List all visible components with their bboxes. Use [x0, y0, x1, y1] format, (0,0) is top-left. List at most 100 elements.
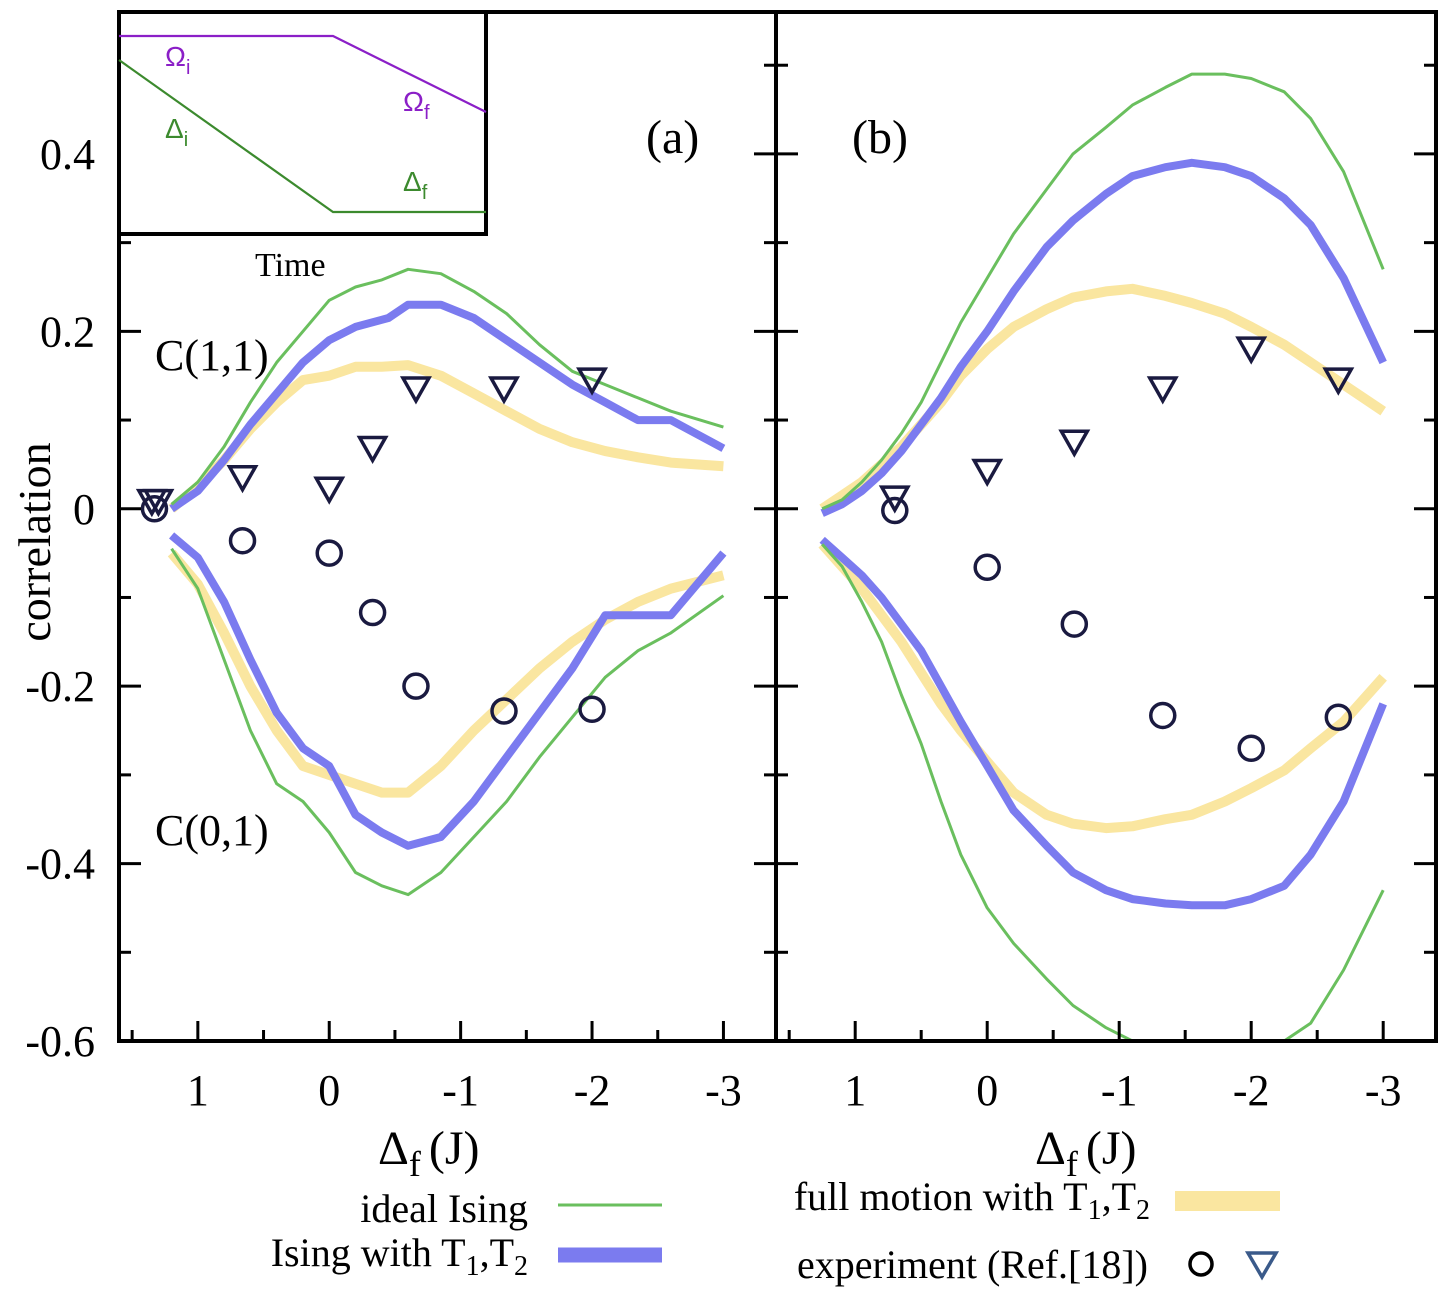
- panel-b-x-tick-label: -1: [1101, 1066, 1138, 1115]
- inset-omega-f-symbol: Ω: [403, 86, 424, 117]
- x-axis-label-a-unit: (J): [429, 1122, 480, 1175]
- panel-b-experiment-triangle-point: [1322, 367, 1355, 396]
- inset-omega-f-label: Ωf: [403, 86, 430, 124]
- inset-delta-i-symbol: Δ: [165, 113, 184, 144]
- panel-b-experiment-circle-point: [973, 553, 1001, 582]
- legend-full-motion-sub1: 1: [1088, 1195, 1102, 1226]
- panel-b-experiment-triangle-point: [1235, 336, 1268, 365]
- panel-b-experiment-triangle-point: [971, 458, 1004, 488]
- panel-b-x-tick-label: -3: [1365, 1066, 1402, 1115]
- inset-omega-line: [119, 34, 487, 113]
- y-tick-label: -0.6: [25, 1017, 95, 1066]
- panel-a-letter: (a): [646, 111, 699, 164]
- panel-b-letter: (b): [852, 111, 908, 164]
- panel-b-experiment-triangle-point: [1146, 376, 1179, 405]
- panel-a-experiment-circle-point: [228, 526, 257, 555]
- y-tick-label: 0.2: [40, 307, 95, 356]
- panel-a-line-full-motion-with-t1-t2-c-1-1: [168, 360, 724, 513]
- inset-omega-i-sub: i: [186, 57, 190, 79]
- protocol-inset: Ωi Ωf Δi Δf Time: [117, 10, 488, 284]
- panel-a-experiment-circle-point: [140, 495, 169, 523]
- panel-a-experiment-triangle-point: [226, 464, 259, 494]
- legend-full-motion-label: full motion with T1,T2: [794, 1174, 1150, 1226]
- panel-a-x-tick-label: -2: [574, 1066, 611, 1115]
- panel-a-experiment-circle-point: [402, 672, 430, 700]
- panel-a-x-tick-label: -3: [705, 1066, 742, 1115]
- panel-b-x-tick-label: -2: [1233, 1066, 1270, 1115]
- panel-b-experiment-circle-point: [881, 496, 909, 525]
- panel-b-experiment-triangle-point: [1058, 429, 1091, 458]
- y-tick-label: -0.2: [25, 662, 95, 711]
- panel-b-line-full-motion-with-t1-t2-c-0-1: [818, 540, 1387, 834]
- panel-a-experiment-triangle-point: [356, 435, 389, 464]
- y-axis-label: correlation: [9, 442, 60, 641]
- panel-a-experiment-circle-point: [490, 697, 518, 725]
- legend-ising-t-text: Ising with T: [271, 1230, 466, 1275]
- panel-b-experiment-circle-point: [1237, 734, 1265, 763]
- legend-experiment-triangle-marker: [1244, 1251, 1280, 1281]
- panel-a-experiment-circle-point: [578, 695, 606, 723]
- panel-a-experiment-circle-point: [315, 539, 343, 567]
- panel-a-line-ising-with-t1-t2-c-0-1: [169, 532, 727, 850]
- legend-experiment-label: experiment (Ref.[18]): [797, 1242, 1148, 1287]
- panel-b-x-tick-label: 1: [844, 1066, 866, 1115]
- y-tick-label: 0.4: [40, 130, 95, 179]
- inset-omega-f-sub: f: [424, 102, 430, 124]
- x-axis-label-a-sub: f: [409, 1144, 421, 1184]
- x-axis-label-a: Δf (J): [378, 1122, 480, 1184]
- legend-experiment-circle-marker: [1188, 1251, 1214, 1277]
- inset-delta-i-label: Δi: [165, 113, 188, 151]
- legend-ideal-label: ideal Ising: [360, 1186, 528, 1231]
- legend-full-motion-text: full motion with T: [794, 1174, 1088, 1219]
- panel-a-experiment-triangle-point: [313, 476, 346, 505]
- x-axis-label-b: Δf (J): [1035, 1122, 1137, 1184]
- panel-a-x-tick-label: 1: [187, 1066, 209, 1115]
- x-axis-label-b-sub: f: [1066, 1144, 1078, 1184]
- panel-a-experiment-triangle-point: [576, 367, 609, 396]
- legend-ising-t-label: Ising with T1,T2: [271, 1230, 528, 1282]
- legend-full-motion-comma: ,T: [1102, 1174, 1136, 1219]
- inset-delta-f-label: Δf: [403, 166, 428, 204]
- annotation-c01: C(0,1): [155, 806, 269, 855]
- panel-b-frame: [774, 10, 1438, 1043]
- inset-delta-f-symbol: Δ: [403, 166, 422, 197]
- panel-a-experiment-circle-point: [358, 598, 387, 627]
- panel-b-line-ideal-ising-c-1-1: [821, 72, 1385, 511]
- inset-delta-line: [118, 59, 486, 214]
- legend-ising-t-sub2: 2: [514, 1251, 528, 1282]
- panel-b-plot-area: [818, 72, 1387, 1041]
- legend-ising-t-comma: ,T: [480, 1230, 514, 1275]
- y-tick-label: 0: [73, 485, 95, 534]
- x-axis-label-b-unit: (J): [1086, 1122, 1137, 1175]
- panel-b-line-full-motion-with-t1-t2-c-1-1: [819, 283, 1386, 513]
- panel-a-experiment-triangle-point: [399, 376, 432, 405]
- panel-a: 1 0 -1 -2 -3 0.4 0.2 0 -0.2 -0.4 -0.6 (a): [25, 10, 778, 1115]
- panel-b-data-layer: 1 0 -1 -2 -3 (b): [774, 10, 1438, 1115]
- panel-a-x-tick-label: -1: [442, 1066, 479, 1115]
- panel-a-experiment-triangle-point: [488, 376, 521, 405]
- x-axis-label-a-symbol: Δ: [378, 1122, 409, 1175]
- panel-a-data-layer: 1 0 -1 -2 -3 0.4 0.2 0 -0.2 -0.4 -0.6 (a): [25, 10, 778, 1115]
- panel-a-line-ising-with-t1-t2-c-1-1: [169, 300, 726, 513]
- panel-b-experiment-circle-point: [1324, 703, 1353, 731]
- panel-b-x-tick-label: 0: [976, 1066, 998, 1115]
- legend-ising-t-sub1: 1: [466, 1251, 480, 1282]
- panel-b: 1 0 -1 -2 -3 (b): [774, 10, 1438, 1115]
- inset-delta-f-sub: f: [422, 182, 428, 204]
- annotation-c11: C(1,1): [155, 331, 269, 380]
- inset-delta-i-sub: i: [184, 129, 188, 151]
- panel-b-experiment-circle-point: [1060, 610, 1089, 638]
- legend-full-motion-sub2: 2: [1136, 1195, 1150, 1226]
- panel-a-line-ideal-ising-c-0-1: [170, 547, 725, 897]
- inset-omega-i-label: Ωi: [165, 41, 190, 79]
- panel-b-line-ising-with-t1-t2-c-0-1: [819, 536, 1387, 910]
- panel-a-plot-area: [135, 267, 727, 897]
- legend: ideal Ising Ising with T1,T2 full motion…: [271, 1174, 1280, 1287]
- inset-time-label: Time: [255, 247, 326, 284]
- panel-b-line-ising-with-t1-t2-c-1-1: [820, 158, 1387, 517]
- x-axis-label-b-symbol: Δ: [1035, 1122, 1066, 1175]
- panel-a-x-tick-label: 0: [318, 1066, 340, 1115]
- y-tick-label: -0.4: [25, 840, 95, 889]
- inset-frame: [117, 10, 488, 236]
